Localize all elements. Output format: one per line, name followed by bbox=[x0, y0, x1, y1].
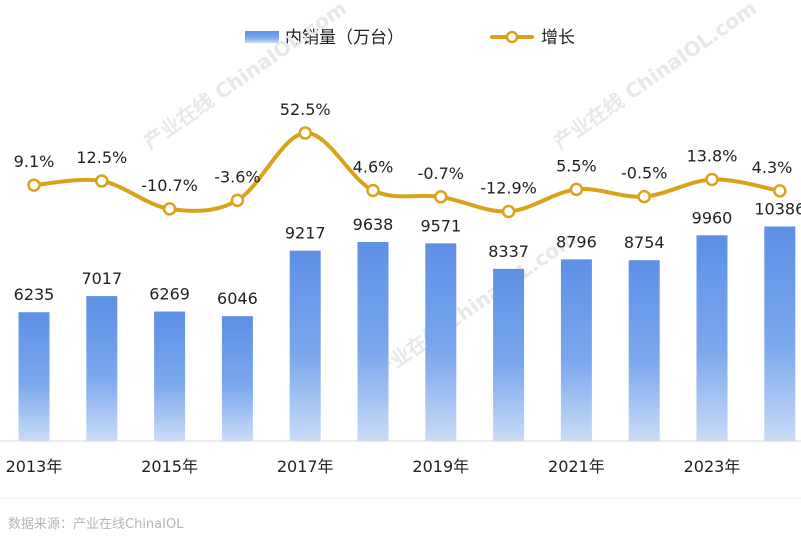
legend: 内销量（万台） 增长 bbox=[245, 28, 575, 48]
x-axis-tick-labels: 2013年 2015年 2017年 2019年 2021年 2023年 bbox=[6, 457, 741, 476]
bar-value-label: 8796 bbox=[556, 232, 597, 251]
growth-value-label: 12.5% bbox=[76, 148, 127, 167]
x-tick-label: 2023年 bbox=[684, 457, 741, 476]
growth-point bbox=[434, 190, 448, 204]
bar-value-label: 9638 bbox=[353, 215, 394, 234]
growth-point bbox=[705, 172, 719, 187]
growth-point bbox=[637, 189, 651, 204]
growth-value-labels: 9.1% 12.5% -10.7% -3.6% 52.5% 4.6% -0.7% -12.9%… bbox=[14, 100, 793, 197]
growth-line-series bbox=[27, 126, 787, 219]
growth-value-label: -3.6% bbox=[214, 167, 260, 186]
x-tick-label: 2017年 bbox=[277, 457, 334, 476]
growth-point bbox=[773, 184, 787, 198]
bar bbox=[154, 311, 186, 441]
bar-value-label: 10386 bbox=[754, 200, 801, 219]
growth-point bbox=[95, 174, 109, 188]
bar-value-label: 8337 bbox=[488, 242, 529, 261]
bar bbox=[764, 226, 796, 441]
growth-point bbox=[27, 178, 41, 192]
growth-value-label: 52.5% bbox=[280, 100, 331, 119]
growth-value-label: 5.5% bbox=[556, 156, 597, 175]
x-tick-label: 2013年 bbox=[6, 457, 63, 476]
growth-point bbox=[569, 182, 584, 197]
x-tick-label: 2021年 bbox=[548, 457, 605, 476]
growth-value-label: -0.7% bbox=[418, 164, 464, 183]
bar bbox=[425, 243, 457, 441]
bar bbox=[86, 296, 118, 441]
bar-series bbox=[18, 226, 796, 441]
footer-divider bbox=[0, 498, 801, 499]
growth-point bbox=[298, 126, 312, 140]
bar bbox=[560, 259, 592, 441]
watermark-text: 产业在线 ChinaIOL.com bbox=[369, 226, 581, 384]
watermark-text: 产业在线 ChinaIOL.com bbox=[549, 0, 761, 154]
bar-value-label: 6046 bbox=[217, 289, 258, 308]
bar bbox=[357, 241, 389, 441]
bar-value-labels: 6235 7017 6269 6046 9217 9638 9571 8337 8796 8754… bbox=[14, 200, 801, 309]
growth-point bbox=[230, 193, 245, 208]
bar bbox=[696, 235, 728, 441]
legend-line-marker bbox=[505, 30, 519, 44]
bar-value-label: 7017 bbox=[81, 269, 122, 288]
bar-value-label: 9960 bbox=[692, 208, 733, 227]
x-tick-label: 2019年 bbox=[412, 457, 469, 476]
growth-value-label: 13.8% bbox=[687, 146, 738, 165]
growth-point bbox=[366, 183, 380, 198]
legend-label-growth: 增长 bbox=[541, 28, 575, 48]
legend-label-sales: 内销量（万台） bbox=[285, 28, 404, 48]
growth-value-label: 4.6% bbox=[353, 157, 394, 176]
growth-value-label: 9.1% bbox=[14, 152, 55, 171]
bar-value-label: 9571 bbox=[420, 216, 461, 235]
growth-value-label: -0.5% bbox=[621, 164, 667, 183]
growth-value-label: -10.7% bbox=[141, 176, 198, 195]
bar bbox=[18, 312, 50, 441]
bar bbox=[221, 316, 253, 441]
growth-value-label: -12.9% bbox=[480, 178, 537, 197]
growth-point bbox=[162, 202, 177, 216]
growth-value-label: 4.3% bbox=[752, 158, 793, 177]
bar-value-label: 6235 bbox=[14, 285, 55, 304]
legend-bar-swatch bbox=[245, 31, 279, 43]
bar bbox=[628, 260, 660, 441]
bar-value-label: 8754 bbox=[624, 233, 665, 252]
watermark-text: 产业在线 ChinaIOL.com bbox=[139, 0, 351, 154]
bar-value-label: 9217 bbox=[285, 224, 326, 243]
bar bbox=[493, 268, 525, 441]
growth-point bbox=[501, 204, 516, 219]
bar bbox=[289, 250, 321, 441]
bar-value-label: 6269 bbox=[149, 285, 190, 304]
source-note: 数据来源：产业在线ChinaIOL bbox=[8, 517, 184, 532]
x-tick-label: 2015年 bbox=[141, 457, 198, 476]
